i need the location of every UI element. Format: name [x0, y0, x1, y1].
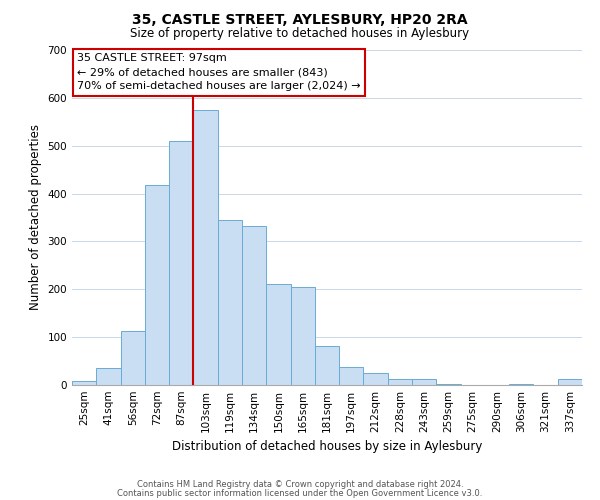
Bar [339, 368, 364, 385]
Bar [145, 186, 169, 385]
X-axis label: Distribution of detached houses by size in Aylesbury: Distribution of detached houses by size … [172, 440, 482, 454]
Bar [72, 381, 96, 385]
Bar [96, 368, 121, 385]
Bar [169, 142, 193, 385]
Bar [218, 220, 242, 385]
Text: Size of property relative to detached houses in Aylesbury: Size of property relative to detached ho… [130, 28, 470, 40]
Bar [364, 372, 388, 385]
Bar [558, 380, 582, 385]
Bar [266, 284, 290, 385]
Text: Contains HM Land Registry data © Crown copyright and database right 2024.: Contains HM Land Registry data © Crown c… [137, 480, 463, 489]
Bar [290, 288, 315, 385]
Bar [509, 384, 533, 385]
Bar [193, 110, 218, 385]
Bar [436, 384, 461, 385]
Y-axis label: Number of detached properties: Number of detached properties [29, 124, 42, 310]
Bar [412, 379, 436, 385]
Bar [388, 380, 412, 385]
Bar [121, 331, 145, 385]
Text: Contains public sector information licensed under the Open Government Licence v3: Contains public sector information licen… [118, 488, 482, 498]
Bar [315, 346, 339, 385]
Bar [242, 226, 266, 385]
Text: 35, CASTLE STREET, AYLESBURY, HP20 2RA: 35, CASTLE STREET, AYLESBURY, HP20 2RA [132, 12, 468, 26]
Text: 35 CASTLE STREET: 97sqm
← 29% of detached houses are smaller (843)
70% of semi-d: 35 CASTLE STREET: 97sqm ← 29% of detache… [77, 54, 361, 92]
